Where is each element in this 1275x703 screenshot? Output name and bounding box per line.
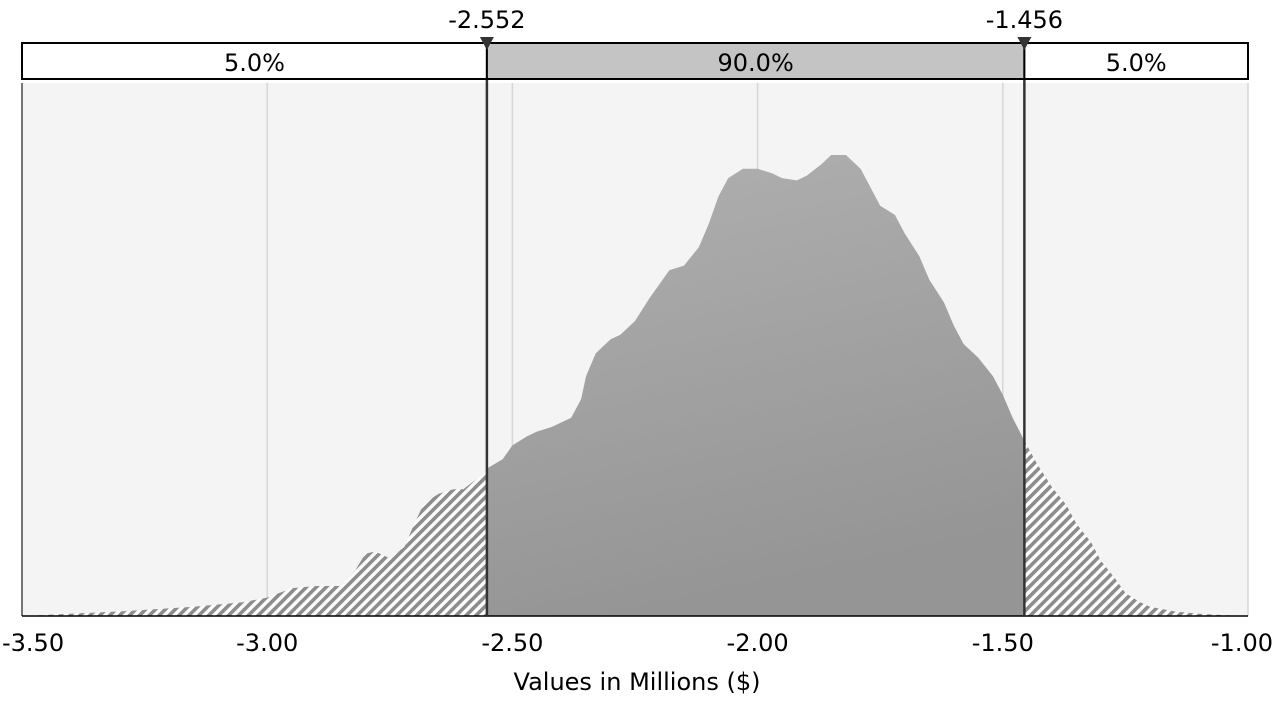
marker-handle-icon[interactable] (1017, 37, 1032, 50)
x-tick-label: -1.00 (1211, 629, 1273, 657)
x-tick-label: -3.00 (236, 629, 298, 657)
marker-lines (485, 80, 1026, 616)
marker-handle-icon[interactable] (479, 37, 494, 50)
percent-band (1023, 42, 1249, 80)
density-left-tail (23, 468, 487, 616)
percent-band-label: 90.0% (718, 49, 794, 77)
percent-band-label: 5.0% (224, 49, 285, 77)
percent-band (21, 42, 488, 80)
x-tick-label: -3.50 (2, 629, 64, 657)
density-middle-band (486, 155, 1025, 616)
marker-value-label: -1.456 (986, 6, 1063, 34)
x-axis-title: Values in Millions ($) (514, 668, 761, 696)
density-right-tail (1024, 440, 1248, 616)
x-tick-label: -2.50 (481, 629, 543, 657)
x-tick-label: -2.00 (727, 629, 789, 657)
x-tick-label: -1.50 (972, 629, 1034, 657)
marker-labels: -2.552 -1.456 (448, 6, 1063, 50)
percent-bands: 5.0% 90.0% 5.0% (21, 42, 1249, 80)
percent-band-label: 5.0% (1106, 49, 1167, 77)
x-tick-labels: -3.50 -3.00 -2.50 -2.00 -1.50 -1.00 (2, 629, 1273, 657)
marker-value-label: -2.552 (448, 6, 525, 34)
